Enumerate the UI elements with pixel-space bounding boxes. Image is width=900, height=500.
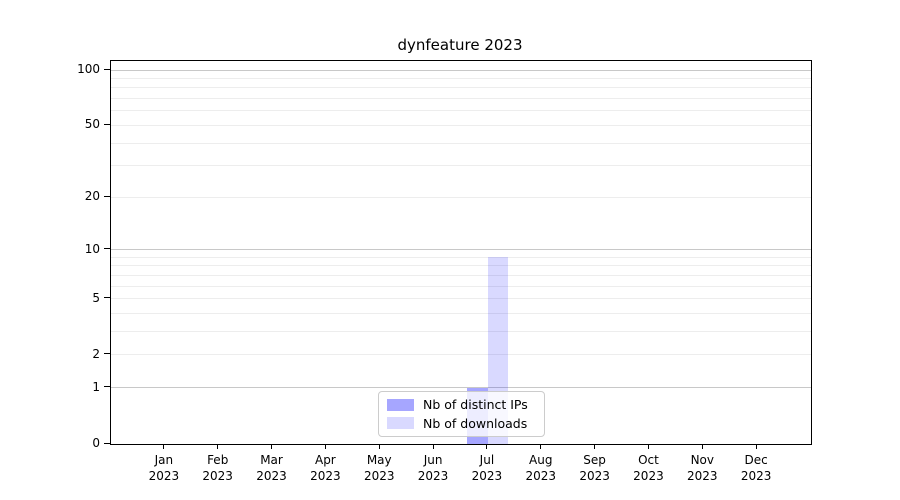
year-label: 2023 <box>363 469 395 483</box>
chart-title: dynfeature 2023 <box>397 36 523 54</box>
y-tick-label-100: 100 <box>77 62 100 77</box>
x-tick-label-jun: Jun 2023 <box>401 452 465 484</box>
legend-patch-downloads <box>387 417 414 430</box>
gridline-5 <box>111 298 811 300</box>
month-label: Feb <box>207 453 229 467</box>
legend-label-distinct-ips: Nb of distinct IPs <box>423 397 528 413</box>
month-label: Apr <box>314 453 336 467</box>
gridline-50 <box>111 124 811 126</box>
gridline-6 <box>111 285 811 287</box>
month-label: Jul <box>479 453 495 467</box>
gridline-2 <box>111 354 811 356</box>
gridline-7 <box>111 275 811 277</box>
gridline-100 <box>111 69 811 71</box>
x-tick-label-dec: Dec 2023 <box>724 452 788 484</box>
legend-item-distinct-ips: Nb of distinct IPs <box>387 397 536 412</box>
x-tick-label-feb: Feb 2023 <box>186 452 250 484</box>
y-tick-label-5: 5 <box>92 290 100 305</box>
month-label: Aug <box>529 453 553 467</box>
legend-item-downloads: Nb of downloads <box>387 416 536 431</box>
x-tick-label-jan: Jan 2023 <box>132 452 196 484</box>
year-label: 2023 <box>148 469 180 483</box>
year-label: 2023 <box>579 469 610 483</box>
legend-label-downloads: Nb of downloads <box>423 415 528 431</box>
y-tick-10 <box>104 248 110 250</box>
y-tick-50 <box>104 123 110 125</box>
year-label: 2023 <box>633 469 664 483</box>
y-tick-label-0: 0 <box>92 436 100 450</box>
x-tick-aug <box>540 444 542 449</box>
year-label: 2023 <box>740 469 772 483</box>
month-label: Dec <box>744 453 768 467</box>
y-tick-2 <box>104 353 110 355</box>
gridline-10 <box>111 249 811 251</box>
x-tick-label-oct: Oct 2023 <box>616 452 680 484</box>
year-label: 2023 <box>471 469 503 483</box>
x-tick-may <box>378 444 380 449</box>
y-tick-label-50: 50 <box>84 117 100 132</box>
legend: Nb of distinct IPs Nb of downloads <box>378 391 545 437</box>
month-label: Jun <box>423 453 443 467</box>
x-tick-label-jul: Jul 2023 <box>455 452 519 484</box>
y-tick-20 <box>104 195 110 197</box>
year-label: 2023 <box>310 469 341 483</box>
month-label: Nov <box>690 453 714 467</box>
x-tick-dec <box>755 444 757 449</box>
year-label: 2023 <box>687 469 718 483</box>
gridline-8 <box>111 265 811 267</box>
gridline-3 <box>111 331 811 333</box>
year-label: 2023 <box>417 469 449 483</box>
y-tick-label-2: 2 <box>92 346 100 361</box>
x-tick-label-may: May 2023 <box>347 452 411 484</box>
x-tick-label-apr: Apr 2023 <box>293 452 357 484</box>
y-tick-1 <box>104 386 110 388</box>
gridline-20 <box>111 196 811 198</box>
x-tick-label-nov: Nov 2023 <box>670 452 734 484</box>
x-tick-jun <box>432 444 434 449</box>
month-label: May <box>366 453 392 467</box>
x-tick-label-sep: Sep 2023 <box>563 452 627 484</box>
y-tick-0 <box>104 442 110 444</box>
x-tick-feb <box>217 444 219 449</box>
y-tick-label-1: 1 <box>92 379 100 394</box>
gridlines-layer <box>111 61 811 444</box>
gridline-90 <box>111 78 811 80</box>
legend-patch-distinct-ips <box>387 398 414 411</box>
x-tick-label-mar: Mar 2023 <box>240 452 304 484</box>
x-tick-jan <box>163 444 165 449</box>
month-label: Jan <box>154 453 174 467</box>
gridline-40 <box>111 142 811 144</box>
gridline-1 <box>111 387 811 389</box>
gridline-4 <box>111 313 811 315</box>
gridline-9 <box>111 256 811 258</box>
month-label: Sep <box>583 453 606 467</box>
gridline-30 <box>111 165 811 167</box>
x-tick-mar <box>271 444 273 449</box>
year-label: 2023 <box>256 469 287 483</box>
month-label: Mar <box>260 453 283 467</box>
x-tick-oct <box>647 444 649 449</box>
y-tick-label-10: 10 <box>84 241 100 256</box>
month-label: Oct <box>638 453 659 467</box>
x-tick-apr <box>324 444 326 449</box>
x-tick-sep <box>594 444 596 449</box>
x-tick-nov <box>701 444 703 449</box>
y-tick-5 <box>104 297 110 299</box>
gridline-60 <box>111 110 811 112</box>
gridline-80 <box>111 87 811 89</box>
year-label: 2023 <box>202 469 233 483</box>
y-tick-100 <box>104 68 110 70</box>
y-tick-label-20: 20 <box>84 189 100 204</box>
x-tick-jul <box>486 444 488 449</box>
year-label: 2023 <box>525 469 557 483</box>
x-tick-label-aug: Aug 2023 <box>509 452 573 484</box>
gridline-70 <box>111 98 811 100</box>
